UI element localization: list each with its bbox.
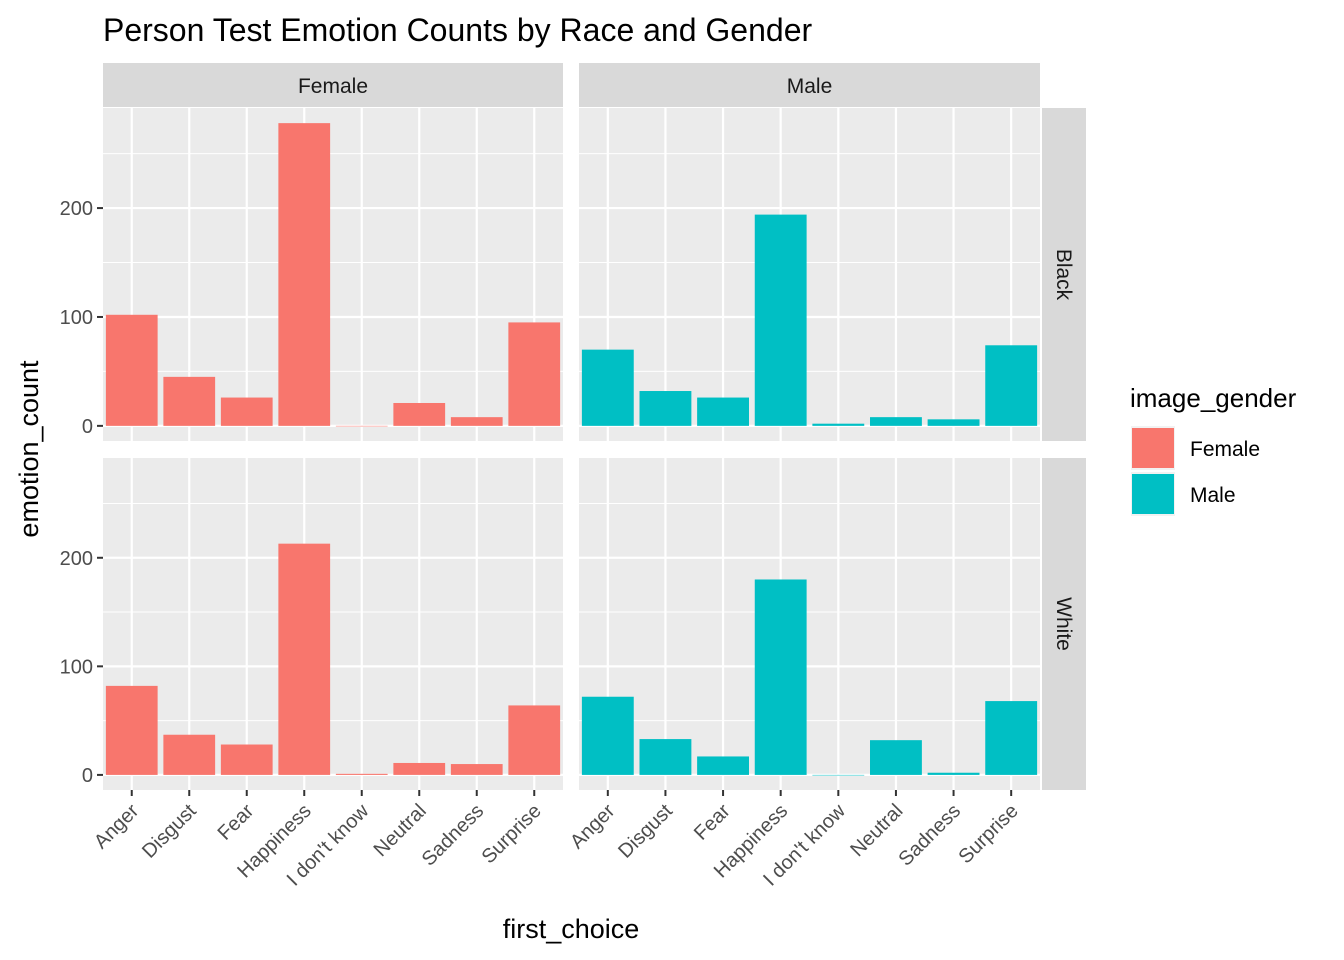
- bar-anger: [581, 349, 634, 426]
- x-tick-label: Disgust: [614, 800, 677, 863]
- bar-neutral: [870, 740, 922, 775]
- bar-fear: [220, 744, 273, 775]
- panel-black-male: [579, 108, 1040, 441]
- facet-strip-label: White: [1052, 597, 1075, 651]
- x-tick-label: Sadness: [894, 800, 965, 871]
- y-tick-label: 200: [60, 198, 93, 220]
- bar-i-don-t-know: [812, 774, 865, 776]
- bar-disgust: [639, 739, 692, 775]
- legend-title: image_gender: [1130, 383, 1297, 413]
- x-tick-label: Sadness: [418, 800, 489, 871]
- y-tick-label: 0: [82, 416, 93, 438]
- bar-happiness: [754, 214, 807, 426]
- bar-fear: [220, 397, 273, 426]
- facet-strip-label: Male: [787, 75, 833, 98]
- legend-label: Male: [1190, 484, 1236, 507]
- bar-i-don-t-know: [335, 773, 388, 775]
- x-tick-label: Surprise: [478, 800, 546, 868]
- y-axis-title: emotion_count: [14, 360, 44, 538]
- bar-sadness: [450, 417, 503, 426]
- panel-black-female: 0 100 200: [60, 108, 563, 441]
- facet-strip-white: [1042, 458, 1086, 790]
- x-tick-label: Anger: [90, 800, 144, 854]
- bar-happiness: [754, 579, 807, 775]
- bar-fear: [697, 397, 749, 426]
- x-tick-label: Surprise: [954, 800, 1022, 868]
- bar-anger: [105, 314, 158, 426]
- bar-anger: [105, 685, 158, 775]
- legend: image_gender Female Male: [1130, 383, 1297, 516]
- panel-background: [579, 108, 1040, 441]
- y-tick-label: 0: [82, 765, 93, 787]
- legend-swatch-female: [1132, 428, 1174, 468]
- bar-i-don-t-know: [335, 425, 388, 427]
- bar-i-don-t-know: [812, 423, 865, 426]
- facet-strip-black: [1042, 108, 1086, 441]
- bar-surprise: [985, 701, 1038, 775]
- bar-neutral: [393, 762, 446, 775]
- y-tick-label: 200: [60, 548, 93, 570]
- facet-strip-label: Female: [298, 75, 368, 98]
- bar-disgust: [163, 734, 216, 775]
- legend-label: Female: [1190, 438, 1260, 461]
- facet-strip-female: [103, 63, 563, 107]
- facet-strip-label: Black: [1052, 249, 1075, 301]
- bar-anger: [581, 696, 634, 775]
- bar-surprise: [508, 705, 561, 775]
- chart-title: Person Test Emotion Counts by Race and G…: [103, 12, 812, 48]
- bar-fear: [697, 756, 749, 775]
- x-axis-title: first_choice: [503, 914, 640, 944]
- panel-background: [103, 458, 563, 790]
- bar-disgust: [163, 376, 216, 426]
- bar-happiness: [278, 123, 331, 426]
- x-tick-label: Disgust: [138, 800, 201, 863]
- y-tick-label: 100: [60, 656, 93, 678]
- legend-swatch-male: [1132, 474, 1174, 514]
- bar-happiness: [278, 543, 331, 775]
- x-tick-label: Anger: [566, 800, 620, 854]
- x-tick-label: Fear: [214, 800, 259, 845]
- facet-strip-male: [579, 63, 1040, 107]
- bar-sadness: [927, 419, 980, 426]
- bar-sadness: [927, 772, 980, 775]
- bar-sadness: [450, 764, 503, 775]
- y-tick-label: 100: [60, 307, 93, 329]
- x-tick-label: Fear: [690, 800, 735, 845]
- bar-surprise: [985, 345, 1038, 426]
- bar-neutral: [870, 417, 922, 426]
- bar-disgust: [639, 391, 692, 426]
- bar-surprise: [508, 322, 561, 426]
- panel-background: [579, 458, 1040, 790]
- bar-neutral: [393, 402, 446, 426]
